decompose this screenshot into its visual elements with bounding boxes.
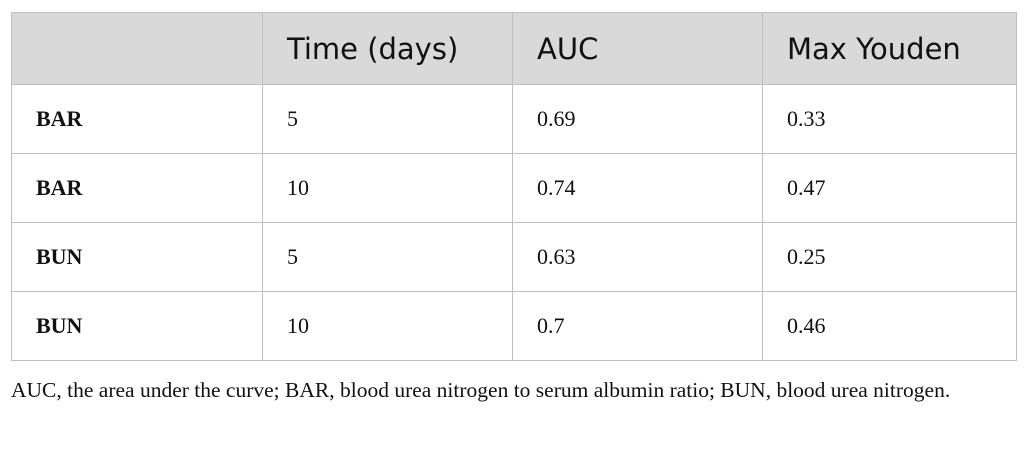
footnote: AUC, the area under the curve; BAR, bloo… — [11, 378, 951, 402]
data-table: Time (days) AUC Max Youden BAR 5 0.69 0.33 B… — [11, 12, 1017, 361]
table-cell: 5 — [262, 84, 513, 154]
table-cell: 0.7 — [512, 291, 763, 361]
table-cell: 0.33 — [762, 84, 1017, 154]
table-cell: 0.69 — [512, 84, 763, 154]
table-row: BUN 5 0.63 0.25 — [11, 222, 1017, 292]
table-cell: 0.46 — [762, 291, 1017, 361]
table-cell: 0.74 — [512, 153, 763, 223]
row-header-cell: BUN — [11, 222, 263, 292]
table-body: BAR 5 0.69 0.33 BAR 10 0.74 0.47 BUN 5 0.63 0.25 BUN… — [11, 84, 1017, 361]
row-header-cell: BAR — [11, 84, 263, 154]
table-cell: 5 — [262, 222, 513, 292]
header-row: Time (days) AUC Max Youden — [11, 12, 1017, 85]
header-cell: Max Youden — [762, 12, 1017, 85]
header-cell: AUC — [512, 12, 763, 85]
row-header-cell: BUN — [11, 291, 263, 361]
table-cell: 0.63 — [512, 222, 763, 292]
table-row: BAR 5 0.69 0.33 — [11, 84, 1017, 154]
table-head: Time (days) AUC Max Youden — [11, 12, 1017, 85]
row-header-cell: BAR — [11, 153, 263, 223]
table-cell: 10 — [262, 153, 513, 223]
header-cell — [11, 12, 263, 85]
table-cell: 10 — [262, 291, 513, 361]
table-cell: 0.25 — [762, 222, 1017, 292]
header-cell: Time (days) — [262, 12, 513, 85]
table-row: BAR 10 0.74 0.47 — [11, 153, 1017, 223]
table-row: BUN 10 0.7 0.46 — [11, 291, 1017, 361]
table-cell: 0.47 — [762, 153, 1017, 223]
